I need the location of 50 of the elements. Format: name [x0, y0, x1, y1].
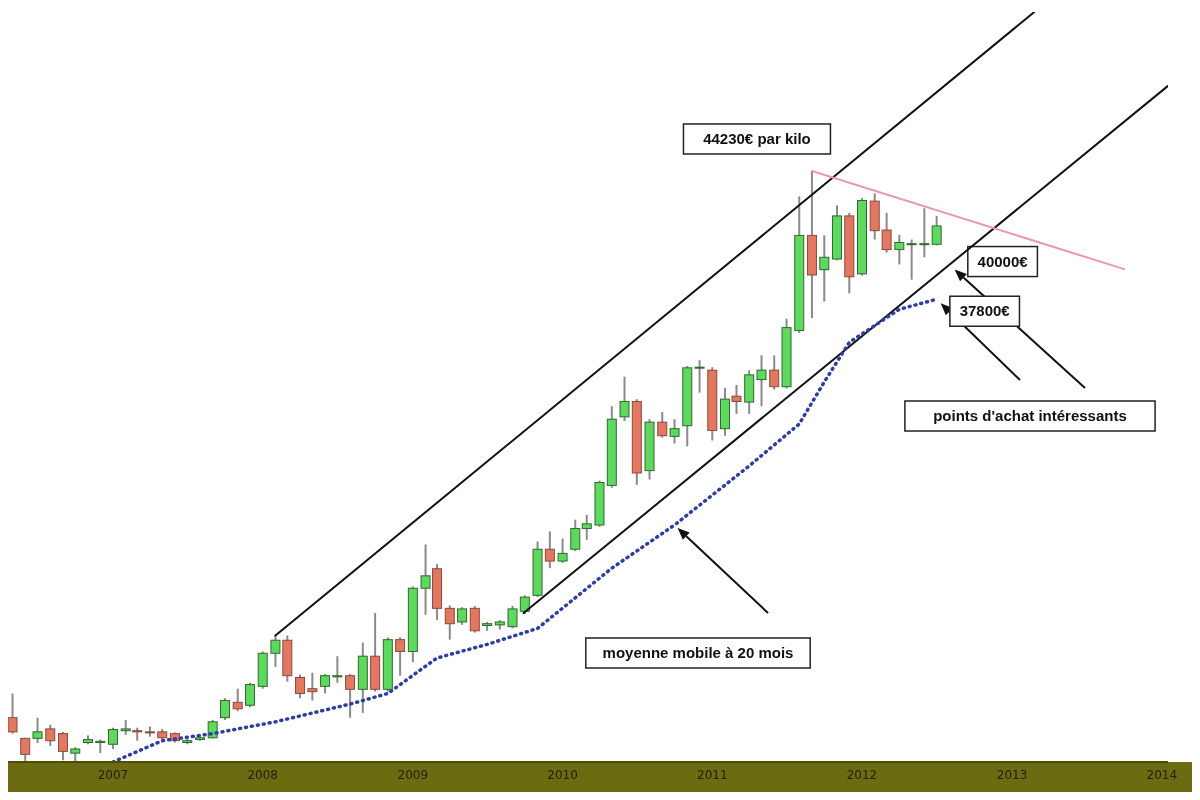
candlestick — [669, 418, 680, 445]
annotation: 44230€ par kilo — [703, 129, 811, 147]
candlestick — [919, 207, 930, 259]
candlestick — [444, 604, 455, 641]
candlestick — [345, 672, 356, 719]
x-tick-label: 2007 — [97, 767, 129, 782]
candlestick — [270, 634, 281, 668]
x-tick-label: 2010 — [547, 767, 578, 782]
candlestick — [395, 636, 406, 677]
x-tick-label: 2014 — [1146, 767, 1178, 782]
candlestick — [32, 716, 43, 745]
candlestick — [307, 671, 318, 702]
candlestick — [756, 354, 767, 408]
candlestick — [731, 383, 742, 415]
x-tick-label: 2011 — [697, 767, 728, 782]
candlestick — [469, 604, 480, 634]
candlestick — [295, 673, 306, 700]
candlestick — [694, 359, 705, 394]
candlestick — [819, 234, 830, 303]
candlestick — [581, 513, 592, 541]
annotation: points d'achat intéressants — [933, 407, 1127, 424]
annotation: 37800€ — [959, 302, 1011, 320]
candlestick — [20, 736, 31, 763]
candlestick — [45, 723, 56, 748]
annotation: moyenne mobile à 20 mois — [602, 644, 794, 661]
annotation: 40000€ — [977, 252, 1029, 270]
x-tick-label: 2009 — [397, 767, 429, 782]
candlestick — [557, 537, 568, 564]
candlestick — [931, 214, 942, 247]
candlestick — [57, 730, 68, 762]
candlestick — [519, 594, 530, 616]
candlestick — [420, 543, 431, 616]
candlestick — [245, 681, 256, 709]
candlestick — [219, 697, 230, 722]
candlestick — [544, 530, 555, 570]
candlestick — [108, 726, 119, 750]
candlestick — [332, 655, 343, 684]
candlestick — [769, 354, 780, 391]
x-tick-label: 2012 — [846, 767, 878, 782]
candlestick — [232, 687, 243, 713]
candlestick — [8, 692, 18, 735]
candlestick — [507, 604, 518, 630]
candlestick — [570, 518, 581, 553]
x-tick-label: 2013 — [996, 767, 1028, 782]
x-tick-label: 2008 — [247, 767, 278, 782]
candlestick — [906, 238, 917, 281]
candlestick — [657, 411, 668, 439]
candlestick — [619, 375, 630, 422]
candlestick — [320, 672, 331, 695]
candlestick — [894, 233, 905, 266]
